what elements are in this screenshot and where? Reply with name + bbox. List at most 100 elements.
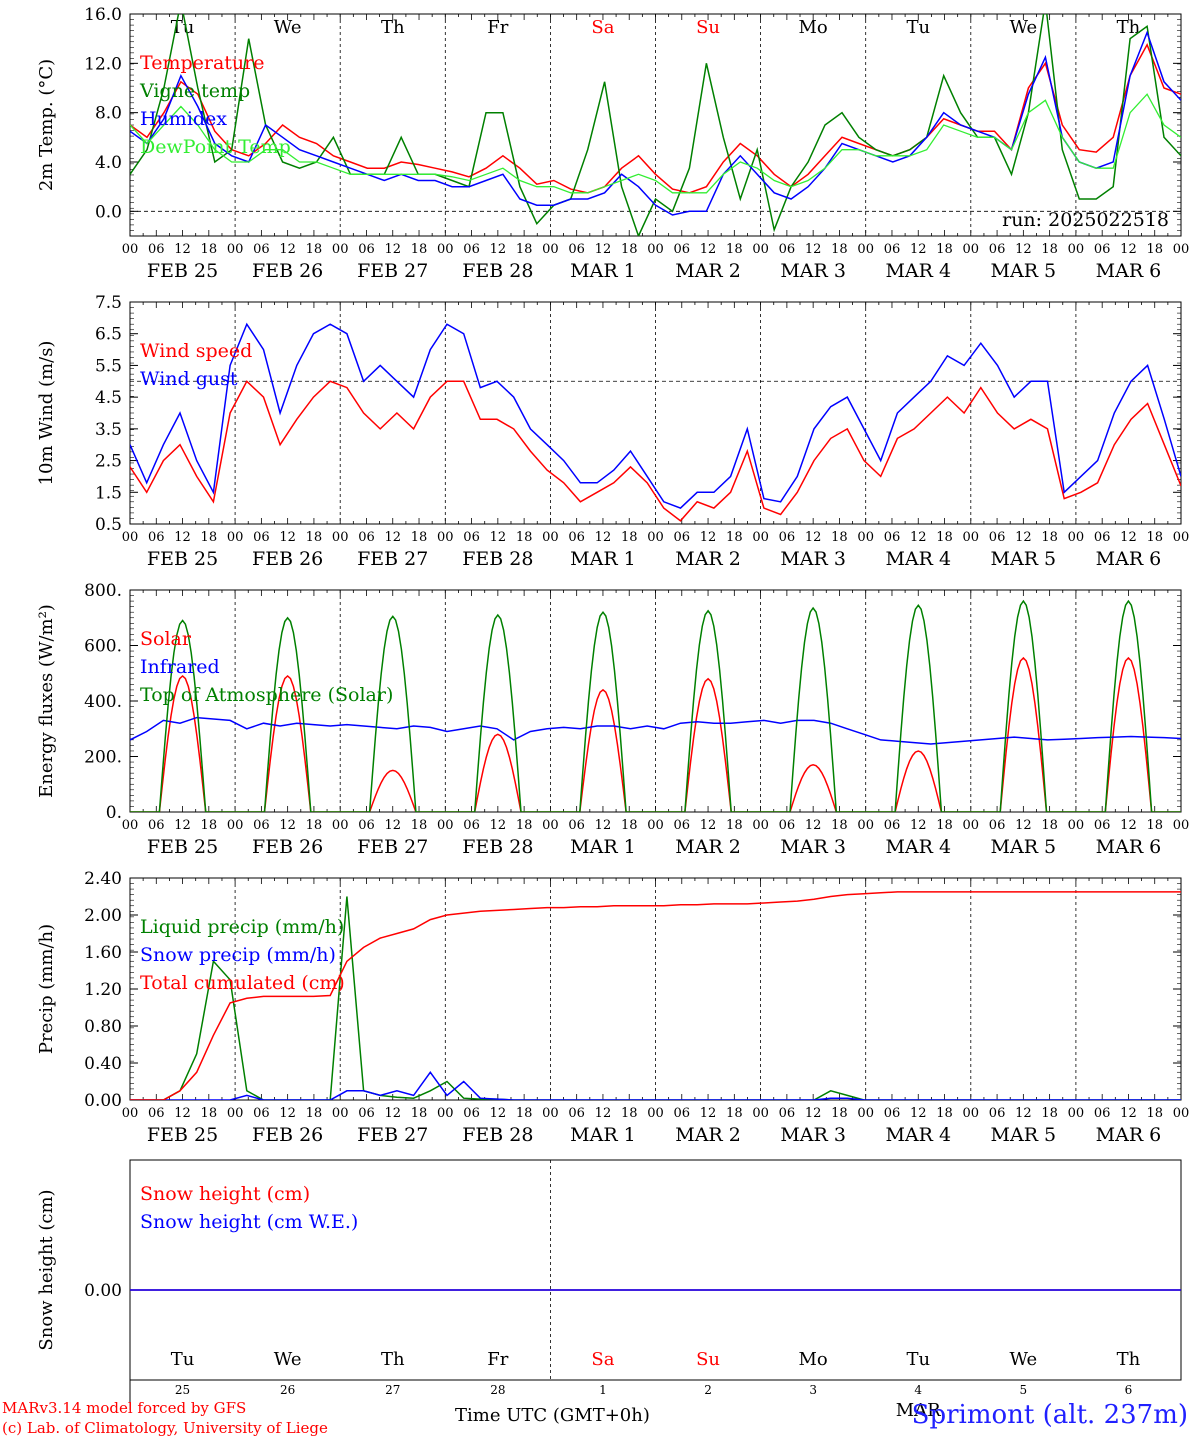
day-name: Th (381, 1349, 405, 1370)
hour-label: 00 (963, 1106, 980, 1121)
hour-label: 00 (542, 242, 559, 257)
run-label: run: 2025022518 (1002, 209, 1169, 231)
y-tick-label: 600. (84, 637, 122, 657)
y-tick-label: 400. (84, 692, 122, 712)
date-label: FEB 26 (252, 836, 323, 858)
day-name: Su (696, 17, 720, 38)
hour-label: 00 (122, 530, 139, 545)
hour-label: 00 (1068, 1106, 1085, 1121)
hour-label: 00 (752, 1106, 769, 1121)
hour-label: 06 (253, 242, 270, 257)
day-name: Th (1117, 17, 1141, 38)
hour-label: 00 (122, 242, 139, 257)
legend-entry: Wind speed (140, 340, 252, 362)
hour-label: 06 (989, 242, 1006, 257)
y-tick-label: 4.5 (95, 388, 122, 408)
panel-3: 0. 200. 400. 600. 800. Energy fluxes (W/m²) So… (36, 581, 1189, 858)
hour-label: 06 (148, 530, 165, 545)
hour-label: 12 (595, 1106, 612, 1121)
panel-4: 0.00 0.40 0.80 1.20 1.60 2.00 2.40 Precip (mm/h… (36, 869, 1189, 1146)
hour-label: 00 (227, 818, 244, 833)
hour-label: 18 (831, 242, 848, 257)
date-label: FEB 26 (252, 260, 323, 282)
y-tick-label: 200. (84, 748, 122, 768)
day-name: Tu (906, 1349, 930, 1370)
hour-label: 12 (384, 242, 401, 257)
hour-label: 12 (384, 1106, 401, 1121)
hour-label: 00 (332, 242, 349, 257)
series-group (130, 322, 1181, 522)
hour-label: 00 (857, 818, 874, 833)
y-tick-label: 2.5 (95, 452, 122, 472)
y-tick-label: 6.5 (95, 325, 122, 345)
hour-label: 12 (1015, 242, 1032, 257)
hour-label: 12 (384, 530, 401, 545)
hour-label: 06 (358, 818, 375, 833)
hour-label: 12 (384, 818, 401, 833)
date-label: MAR 1 (570, 260, 636, 282)
legend-entry: Infrared (140, 656, 220, 678)
day-name: We (1010, 17, 1038, 38)
date-label: MAR 2 (675, 260, 741, 282)
hour-label: 00 (752, 818, 769, 833)
y-tick-label: 8.0 (95, 104, 122, 124)
y-tick-label: 12.0 (84, 54, 122, 74)
legend-entry: Top of Atmosphere (Solar) (140, 684, 393, 706)
day-name: Fr (487, 17, 508, 38)
hour-label: 12 (910, 1106, 927, 1121)
hour-label: 00 (542, 530, 559, 545)
hour-label: 18 (516, 242, 533, 257)
hour-label: 18 (1041, 818, 1058, 833)
hour-label: 06 (253, 1106, 270, 1121)
series-line-top-of-atmosphere-solar- (130, 599, 1181, 812)
series-line-wind-speed (130, 380, 1181, 522)
legend-entry: Snow height (cm) (140, 1183, 310, 1205)
hour-label: 06 (1094, 530, 1111, 545)
hour-label: 12 (1120, 818, 1137, 833)
series-group (130, 599, 1181, 812)
hour-label: 18 (726, 818, 743, 833)
hour-label: 12 (174, 530, 191, 545)
lab-credit: (c) Lab. of Climatology, University of L… (2, 1419, 328, 1437)
hour-label: 06 (989, 818, 1006, 833)
hour-label: 18 (831, 818, 848, 833)
hour-label: 18 (1146, 1106, 1163, 1121)
month-label: MAR (896, 1400, 941, 1421)
date-label: MAR 5 (991, 260, 1057, 282)
hour-label: 00 (963, 242, 980, 257)
hour-label: 00 (332, 530, 349, 545)
date-label: MAR 2 (675, 548, 741, 570)
legend-entry: Solar (140, 628, 192, 650)
hour-label: 18 (1041, 1106, 1058, 1121)
y-tick-label: 1.20 (84, 980, 122, 1000)
day-name: We (274, 1349, 302, 1370)
day-name: Th (1117, 1349, 1141, 1370)
day-name: Fr (487, 1349, 508, 1370)
hour-label: 18 (621, 242, 638, 257)
day-name: Su (696, 1349, 720, 1370)
legend-entry: Snow precip (mm/h) (140, 944, 336, 966)
date-label: MAR 3 (780, 548, 846, 570)
hour-label: 06 (463, 1106, 480, 1121)
day-number: 26 (280, 1383, 295, 1397)
hour-label: 12 (805, 1106, 822, 1121)
series-line-vigne-temp (130, 14, 1181, 236)
hour-label: 00 (1068, 530, 1085, 545)
day-name: Tu (171, 1349, 195, 1370)
hour-label: 06 (989, 530, 1006, 545)
date-label: FEB 28 (462, 1124, 533, 1146)
date-label: MAR 3 (780, 836, 846, 858)
date-label: FEB 27 (357, 836, 428, 858)
series-line-temperature (130, 43, 1181, 194)
legend-entry: Snow height (cm W.E.) (140, 1211, 358, 1233)
day-number: 4 (914, 1383, 922, 1397)
hour-label: 12 (1120, 1106, 1137, 1121)
hour-label: 00 (227, 530, 244, 545)
hour-label: 00 (1068, 242, 1085, 257)
plot-frame (129, 1159, 1182, 1381)
legend-entry: Liquid precip (mm/h) (140, 916, 344, 938)
hour-label: 00 (1173, 530, 1190, 545)
panel-1: 0.0 4.0 8.0 12.0 16.0 2m Temp. (°C) Tu We Th Fr Sa… (36, 5, 1189, 282)
hour-label: 06 (358, 530, 375, 545)
series-group (130, 891, 1181, 1100)
